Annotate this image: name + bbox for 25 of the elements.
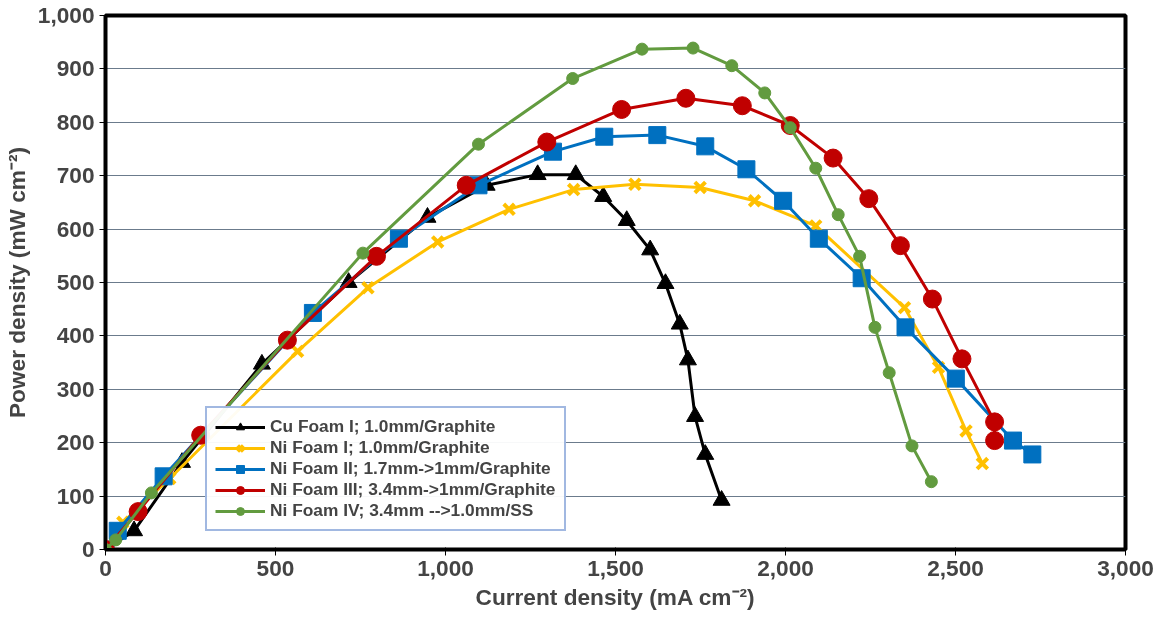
x-tick-label: 2,000 — [757, 554, 814, 581]
y-tick-label: 300 — [56, 375, 95, 402]
y-tick-label: 600 — [56, 215, 95, 242]
legend-label: Ni Foam I; 1.0mm/Graphite — [270, 437, 490, 458]
x-tick-label: 2,500 — [927, 554, 984, 581]
y-axis-title: Power density (mW cm⁻²) — [3, 146, 30, 419]
legend-label: Cu Foam I; 1.0mm/Graphite — [270, 416, 496, 437]
y-tick-label: 1,000 — [37, 2, 95, 28]
x-axis-title: Current density (mA cm⁻²) — [475, 583, 755, 610]
y-tick-label: 800 — [56, 108, 95, 135]
x-tick-label: 1,000 — [417, 554, 474, 581]
x-tick-label: 3,000 — [1097, 554, 1154, 581]
y-tick-label: 200 — [56, 429, 95, 456]
y-tick-label: 500 — [56, 269, 95, 295]
x-tick-label: 1,500 — [587, 554, 644, 581]
y-tick-label: 400 — [56, 322, 95, 349]
y-tick-label: 700 — [56, 162, 95, 189]
y-tick-label: 100 — [56, 482, 95, 509]
x-tick-label: 0 — [99, 554, 112, 581]
y-tick-label: 900 — [56, 55, 95, 82]
legend-label: Ni Foam III; 3.4mm->1mm/Graphite — [270, 479, 556, 500]
x-tick-label: 500 — [256, 554, 295, 581]
legend-label: Ni Foam IV; 3.4mm -->1.0mm/SS — [270, 500, 534, 521]
legend-label: Ni Foam II; 1.7mm->1mm/Graphite — [270, 458, 551, 479]
y-tick-label: 0 — [81, 536, 95, 562]
